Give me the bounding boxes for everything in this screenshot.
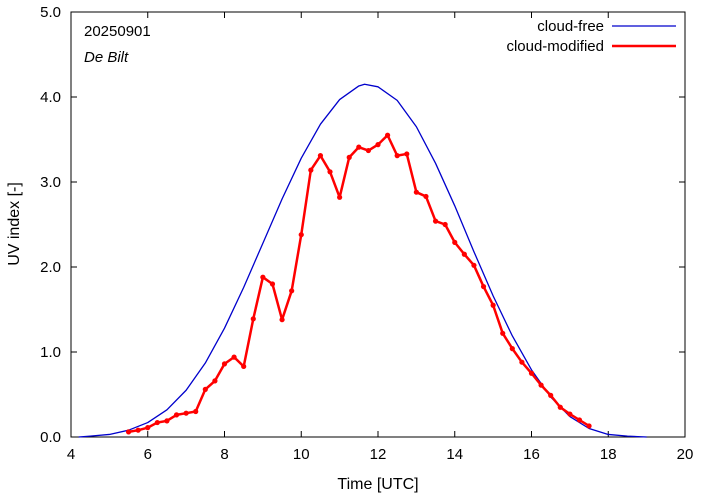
data-point [548, 392, 554, 398]
data-point [231, 354, 237, 360]
data-point [480, 283, 487, 290]
y-tick-label: 3.0 [40, 174, 61, 191]
data-point [193, 408, 199, 415]
data-point [289, 288, 295, 294]
data-point [241, 363, 247, 370]
data-point [500, 330, 506, 336]
data-point [461, 251, 467, 257]
data-point [404, 151, 410, 157]
y-axis-title: UV index [-] [6, 182, 23, 266]
y-tick-label: 5.0 [40, 4, 61, 21]
data-point [423, 193, 429, 200]
series-layer [78, 83, 647, 438]
data-point [365, 147, 372, 154]
data-point [442, 221, 448, 228]
data-point [557, 404, 563, 410]
data-point [135, 427, 141, 433]
data-point [538, 382, 544, 388]
data-point [327, 169, 333, 175]
x-tick-label: 16 [523, 446, 540, 463]
data-point [279, 317, 285, 323]
y-tick-label: 2.0 [40, 259, 61, 276]
data-point [308, 167, 314, 173]
data-point [375, 142, 381, 148]
axis-ticks: 4 6 8 10 12 14 16 18 20 0.0 1.0 2.0 3.0 4.0 5.0 [40, 4, 693, 463]
data-point [154, 419, 160, 426]
data-point [173, 412, 180, 418]
data-point [337, 194, 343, 200]
x-tick-label: 20 [677, 446, 694, 463]
data-point [183, 410, 189, 416]
y-tick-label: 0.0 [40, 429, 61, 446]
data-point [145, 425, 151, 431]
x-tick-label: 8 [220, 446, 228, 463]
data-point [490, 302, 496, 308]
data-point [125, 429, 132, 435]
data-point [394, 153, 400, 159]
data-point [519, 359, 525, 365]
x-tick-label: 10 [293, 446, 310, 463]
legend-label-cloud-free: cloud-free [537, 18, 604, 35]
data-point [509, 346, 515, 352]
data-point [413, 189, 419, 195]
x-axis-title: Time [UTC] [337, 476, 418, 493]
data-point [356, 144, 362, 150]
data-point [250, 316, 256, 322]
data-point [317, 153, 324, 159]
data-point [384, 132, 391, 138]
x-tick-label: 12 [370, 446, 387, 463]
data-point [212, 378, 218, 384]
data-point [471, 262, 477, 268]
date-annotation: 20250901 [84, 23, 151, 40]
data-point [202, 386, 208, 392]
y-tick-label: 4.0 [40, 89, 61, 106]
legend: cloud-free cloud-modified [506, 18, 676, 55]
data-point [576, 417, 583, 423]
x-tick-label: 4 [67, 446, 75, 463]
data-point [567, 411, 573, 417]
data-point [346, 154, 352, 160]
data-point [432, 218, 439, 224]
data-point [164, 418, 170, 424]
x-tick-label: 18 [600, 446, 617, 463]
data-point [221, 361, 228, 367]
data-point [260, 274, 266, 280]
data-point [528, 370, 535, 376]
data-point [269, 281, 276, 287]
data-point [452, 239, 458, 245]
legend-label-cloud-modified: cloud-modified [506, 38, 604, 55]
plot-frame [70, 11, 686, 438]
y-tick-label: 1.0 [40, 344, 61, 361]
data-point [586, 423, 592, 429]
station-annotation: De Bilt [84, 49, 129, 66]
x-tick-label: 14 [446, 446, 463, 463]
data-point [298, 232, 304, 238]
x-tick-label: 6 [144, 446, 152, 463]
